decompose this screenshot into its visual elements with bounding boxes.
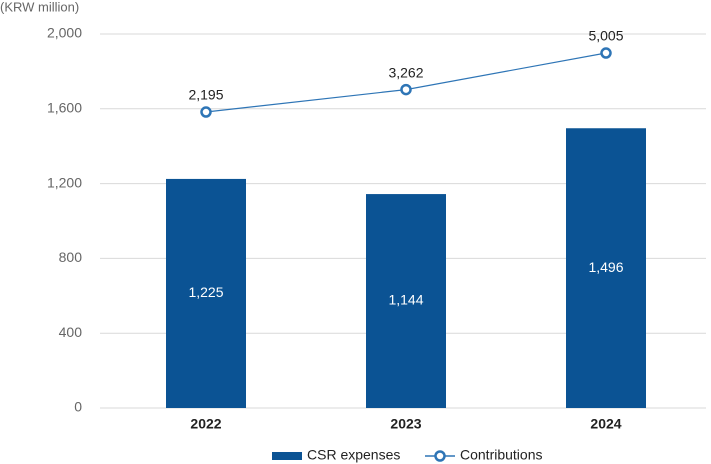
line-marker [200,106,212,118]
legend-label: Contributions [460,447,543,463]
y-axis-label: (KRW million) [0,0,79,14]
y-tick-label: 800 [59,249,83,265]
x-tick-label: 2024 [590,416,621,432]
y-tick-label: 400 [59,324,83,340]
legend-label: CSR expenses [307,447,400,463]
bar [166,178,246,408]
x-tick-label: 2023 [390,416,421,432]
legend-swatch [434,450,446,462]
data-label: 1,496 [588,259,623,275]
y-tick-label: 1,200 [47,174,82,190]
data-label: 1,144 [388,292,423,308]
bar [366,194,446,408]
legend-swatch [272,452,302,460]
line-marker [400,83,412,96]
y-tick-label: 2,000 [47,25,82,41]
line [205,52,607,113]
y-tick-label: 0 [74,399,82,415]
line-marker [600,47,612,59]
data-label: 2,195 [188,87,223,103]
data-label: 3,262 [388,64,423,80]
data-label: 1,225 [188,284,223,300]
y-tick-label: 1,600 [47,100,82,116]
bar [566,128,646,409]
data-label: 5,005 [588,28,623,44]
x-tick-label: 2022 [190,416,221,432]
